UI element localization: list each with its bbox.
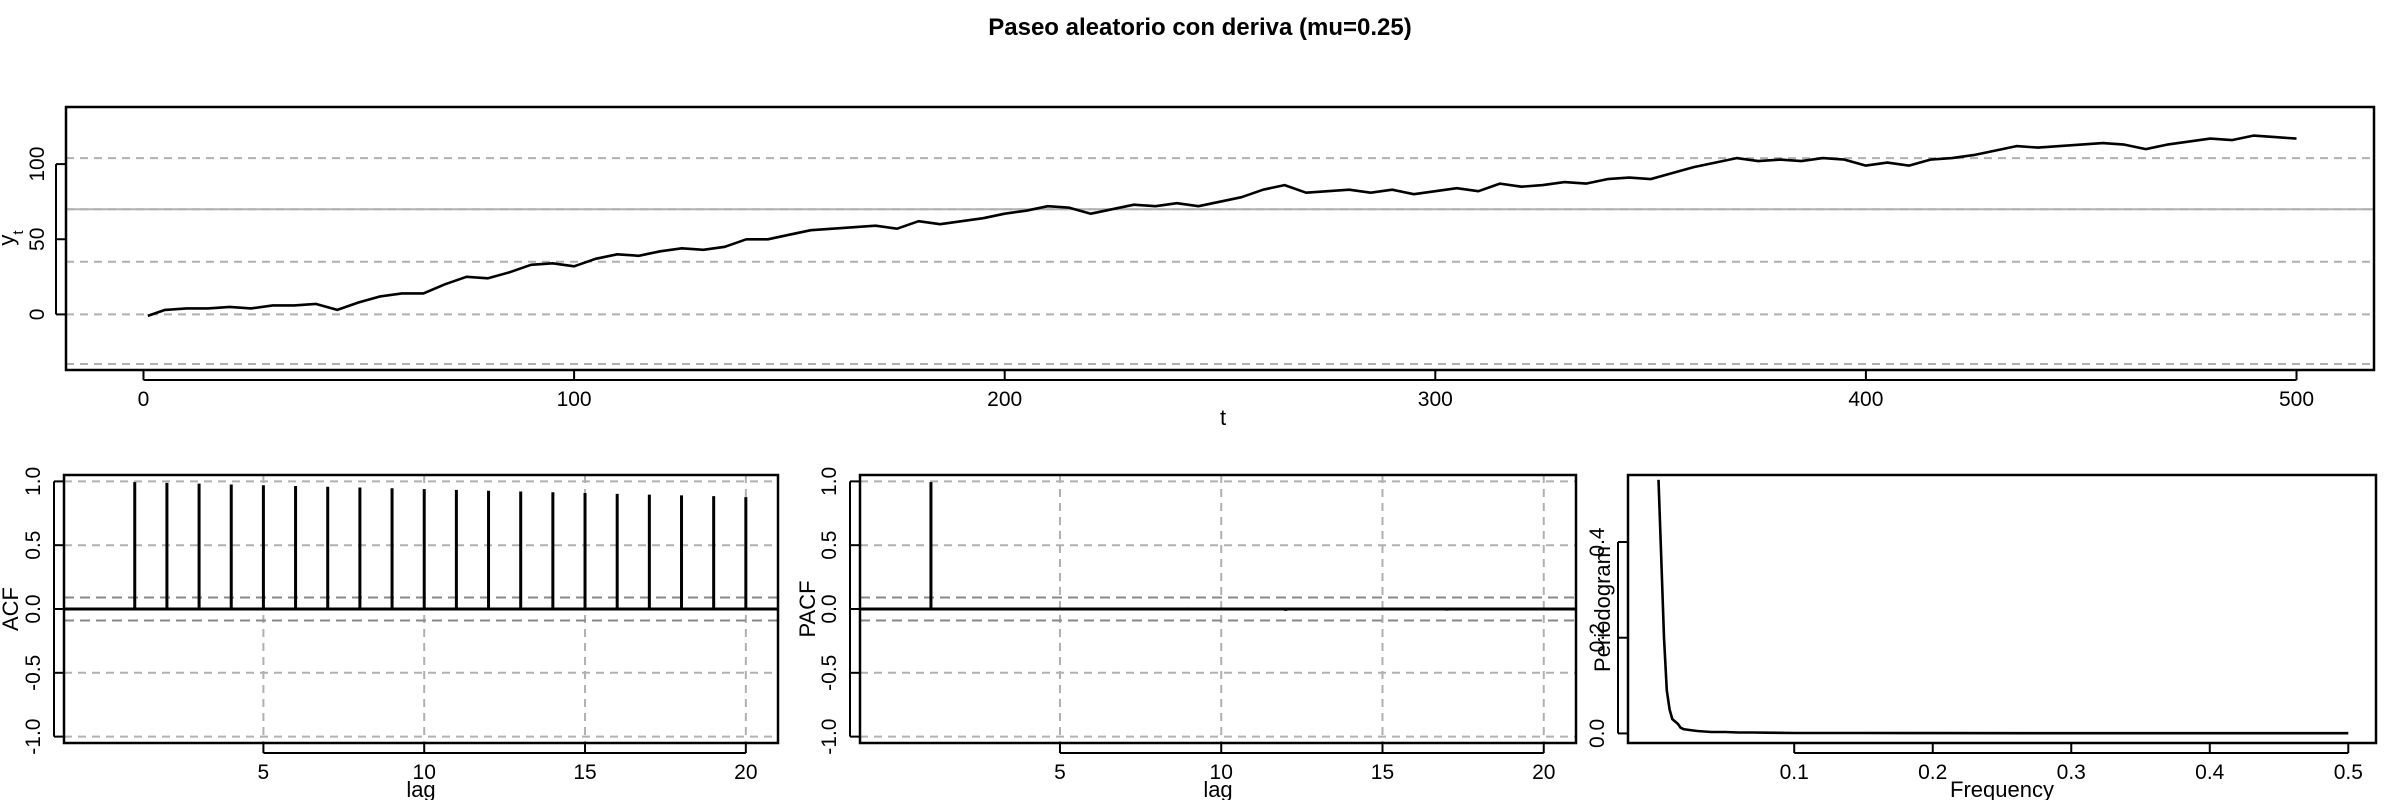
x-tick-label: 200: [987, 388, 1022, 411]
x-tick-label: 0.4: [2195, 761, 2225, 784]
x-tick-label: 0.3: [2057, 761, 2086, 784]
x-tick-label: 0: [138, 388, 150, 411]
x-tick-label: 0.5: [2334, 761, 2363, 784]
y-tick-label: 1.0: [818, 467, 841, 496]
x-tick-label: 20: [734, 761, 757, 784]
plot-frame: [1626, 473, 2378, 745]
y-tick-label: 0.5: [22, 531, 45, 560]
x-tick-label: 0.2: [1918, 761, 1947, 784]
x-tick-label: 5: [258, 761, 270, 784]
y-tick-label: 50: [26, 228, 49, 251]
y-tick-label: 0.0: [22, 594, 45, 623]
y-tick-label: 0.2: [1586, 623, 1609, 652]
y-tick-label: 0.0: [1586, 719, 1609, 748]
figure-title: Paseo aleatorio con deriva (mu=0.25): [988, 14, 1412, 41]
y-axis-label: Periodogram: [1590, 546, 1615, 672]
x-tick-label: 400: [1848, 388, 1883, 411]
y-tick-label: 0.5: [818, 531, 841, 560]
y-tick-label: 0.4: [1586, 527, 1609, 557]
x-axis-label: t: [1220, 405, 1226, 430]
y-tick-label: -1.0: [818, 719, 841, 755]
x-tick-label: 5: [1054, 761, 1066, 784]
y-tick-label: 1.0: [22, 467, 45, 496]
x-tick-label: 20: [1532, 761, 1555, 784]
x-tick-label: 15: [1371, 761, 1394, 784]
y-axis-label: PACF: [795, 580, 820, 637]
x-axis-label: Frequency: [1950, 777, 2054, 800]
y-tick-label: -0.5: [818, 655, 841, 691]
y-axis-label-subscript: t: [10, 230, 27, 235]
x-tick-label: 100: [557, 388, 592, 411]
x-tick-label: 500: [2279, 388, 2314, 411]
y-tick-label: 100: [26, 147, 49, 182]
series-line: [147, 134, 2297, 318]
x-axis-label: lag: [406, 777, 435, 800]
y-tick-label: -1.0: [22, 719, 45, 755]
y-tick-label: 0: [26, 309, 49, 321]
y-tick-label: -0.5: [22, 655, 45, 691]
series-line: [1657, 479, 2349, 735]
y-axis-label: yt: [0, 230, 27, 246]
x-tick-label: 10: [413, 761, 436, 784]
x-tick-label: 0.1: [1780, 761, 1809, 784]
x-tick-label: 300: [1418, 388, 1453, 411]
x-axis-label: lag: [1203, 777, 1232, 800]
y-axis-label: ACF: [0, 587, 23, 631]
y-tick-label: 0.0: [818, 594, 841, 623]
x-tick-label: 10: [1210, 761, 1233, 784]
x-tick-label: 15: [573, 761, 596, 784]
